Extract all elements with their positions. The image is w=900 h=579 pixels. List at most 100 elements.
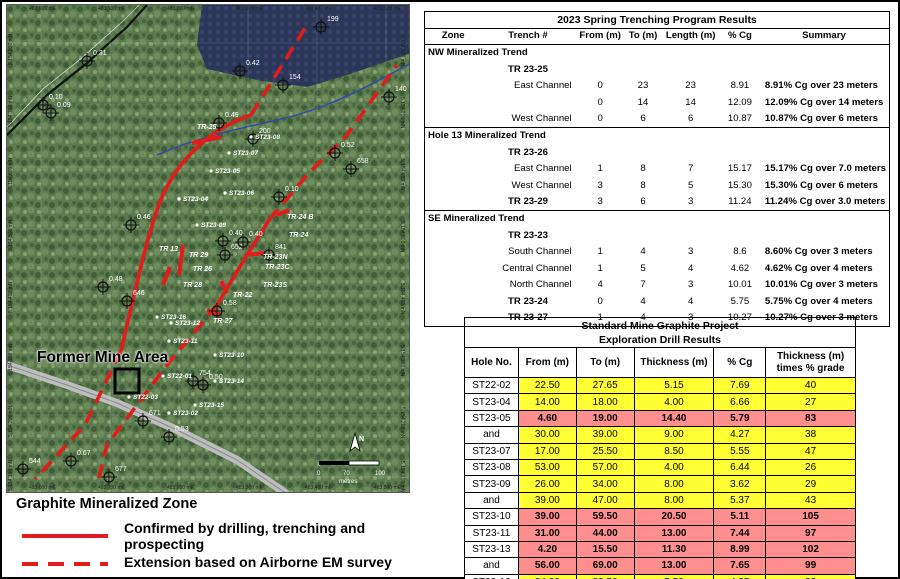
thickness-cell: 4.00 <box>633 458 715 477</box>
trend-dashed-east <box>267 63 399 222</box>
column-header: Thickness (m) times % grade <box>765 347 856 378</box>
legend-title: Graphite Mineralized Zone <box>16 496 198 512</box>
summary-cell: 4.62% Cg over 4 meters <box>764 262 873 274</box>
legend: Graphite Mineralized Zone Confirmed by d… <box>6 496 416 576</box>
drill-hole-label: ST23-08 <box>255 134 280 141</box>
drill-collar-icon: 0.40 <box>235 231 263 250</box>
from-cell: 30.00 <box>517 426 577 444</box>
drill-collar-icon: 677 <box>101 466 127 485</box>
drill-row: ST23-09 26.00 34.00 8.00 3.62 29 <box>464 475 856 493</box>
column-header: From (m) <box>517 347 577 378</box>
trench-label: TR-24 B <box>287 214 313 221</box>
grade-label: 0.42 <box>246 60 260 67</box>
column-header: % Cg <box>713 347 767 378</box>
drill-table-title: Standard Mine Graphite Project Explorati… <box>464 317 856 348</box>
length-cell: 6 <box>687 113 694 125</box>
drill-collar-icon: 199 <box>313 16 339 35</box>
easting-tick-label: 483,100 mE <box>98 485 125 491</box>
column-header: To (m) <box>625 28 661 46</box>
channel-name: South Channel <box>508 246 572 258</box>
summary-cell: 11.24% Cg over 3.0 meters <box>764 196 886 208</box>
drill-collar-icon: 0.46 <box>123 214 151 233</box>
thickness-cell: 13.00 <box>633 524 715 542</box>
empty-cell <box>626 61 661 78</box>
northing-tick-label: 5,154,300 mN <box>399 345 405 377</box>
drill-hole-label: ST23-07 <box>233 150 258 157</box>
from-cell: 1 <box>597 246 603 258</box>
cg-cell: 10.01 <box>727 279 752 291</box>
drill-row: ST23-07 17.00 25.50 8.50 5.55 47 <box>464 442 856 460</box>
scale-tick-label: 0 <box>317 471 321 477</box>
length-cell: 5 <box>687 179 694 191</box>
northing-tick-label: 5,154,100 mN <box>399 461 405 493</box>
column-header: Thickness (m) <box>633 347 715 378</box>
drill-hole-marker-icon <box>167 339 171 343</box>
trench-marks <box>161 135 290 317</box>
road-north-edge <box>7 5 140 128</box>
length-cell: 23 <box>685 80 696 92</box>
summary-cell: 5.75% Cg over 4 meters <box>764 295 873 307</box>
cg-cell: 5.79 <box>713 409 767 428</box>
grade-thickness-cell: 27 <box>765 393 856 411</box>
scale-tick-label: 70 <box>343 471 350 477</box>
legend-dashed-label: Extension based on Airborne EM survey <box>124 554 392 570</box>
drill-hole-marker-icon <box>193 403 197 407</box>
zone-cell <box>425 294 482 311</box>
to-cell: 7 <box>640 279 646 291</box>
cg-cell: 8.91 <box>730 80 750 92</box>
drill-collar-icon: 671 <box>135 410 161 429</box>
length-cell: 3 <box>687 246 694 258</box>
grade-label: 0.10 <box>285 186 299 193</box>
hole-cell: ST22-02 <box>464 376 519 395</box>
northing-tick-label: 5,154,100 mN <box>8 459 14 491</box>
thickness-cell: 9.00 <box>633 426 715 444</box>
trench-label: TR-25 <box>197 124 217 131</box>
drill-hole-label: ST23-14 <box>219 378 244 385</box>
grade-label: 652 <box>231 244 243 251</box>
summary-cell: 8.60% Cg over 3 meters <box>764 246 873 258</box>
zone-name: SE Mineralized Trend <box>424 210 890 228</box>
channel-name: West Channel <box>511 113 572 125</box>
empty-cell <box>660 144 721 161</box>
length-cell: 7 <box>687 163 694 175</box>
zone-cell <box>425 227 482 244</box>
drill-collar-icon: 0.10 <box>35 94 63 113</box>
channel-name <box>481 94 574 111</box>
from-cell: 3 <box>597 179 603 191</box>
drill-hole-label: ST23-02 <box>173 410 198 417</box>
trench-label: TR 28 <box>183 282 202 289</box>
drill-hole-label: ST22-01 <box>167 373 192 380</box>
to-cell: 6 <box>640 196 646 208</box>
grade-label: 0.31 <box>93 50 107 57</box>
channel-row: Central Channel 1 5 4 4.62 4.62% Cg over 4 me… <box>425 260 890 277</box>
hole-cell: ST23-16 <box>464 573 519 579</box>
to-cell: 27.65 <box>575 376 635 395</box>
trench-label: TR-23C <box>265 264 290 271</box>
drill-collar-icon: 0.10 <box>271 186 299 205</box>
grade-label: 0.67 <box>77 450 91 457</box>
cg-cell: 10.87 <box>727 113 752 125</box>
hole-cell: ST23-04 <box>464 393 519 411</box>
empty-cell <box>626 144 661 161</box>
length-cell: 4 <box>687 262 694 274</box>
road-south-centre <box>7 364 285 492</box>
channel-row: East Channel 1 8 7 15.17 15.17% Cg over 7.0 m… <box>425 161 890 178</box>
drill-hole-marker-icon <box>227 151 231 155</box>
column-header: Hole No. <box>464 347 519 378</box>
drill-collar-icon: 658 <box>343 158 369 177</box>
easting-tick-label: 483,100 mE <box>98 6 125 12</box>
drill-collar-icon: 0.53 <box>161 426 189 445</box>
legend-solid-label: Confirmed by drilling, trenching and pro… <box>124 520 366 552</box>
column-header: From (m) <box>574 28 626 46</box>
column-header: Summary <box>758 28 890 46</box>
from-cell: 1 <box>597 163 603 175</box>
from-cell: 31.00 <box>517 524 577 542</box>
grade-label: 199 <box>327 16 339 23</box>
zone-cell <box>425 61 482 78</box>
easting-tick-label: 483,400 mE <box>305 485 332 491</box>
trench-row: TR 23-29 3 6 3 11.24 11.24% Cg over 3.0 meter… <box>425 194 890 211</box>
easting-tick-label: 483,200 mE <box>167 485 194 491</box>
zone-name: NW Mineralized Trend <box>428 47 528 59</box>
zone-cell <box>425 194 482 211</box>
drill-hole-label: ST23-09 <box>201 222 226 229</box>
